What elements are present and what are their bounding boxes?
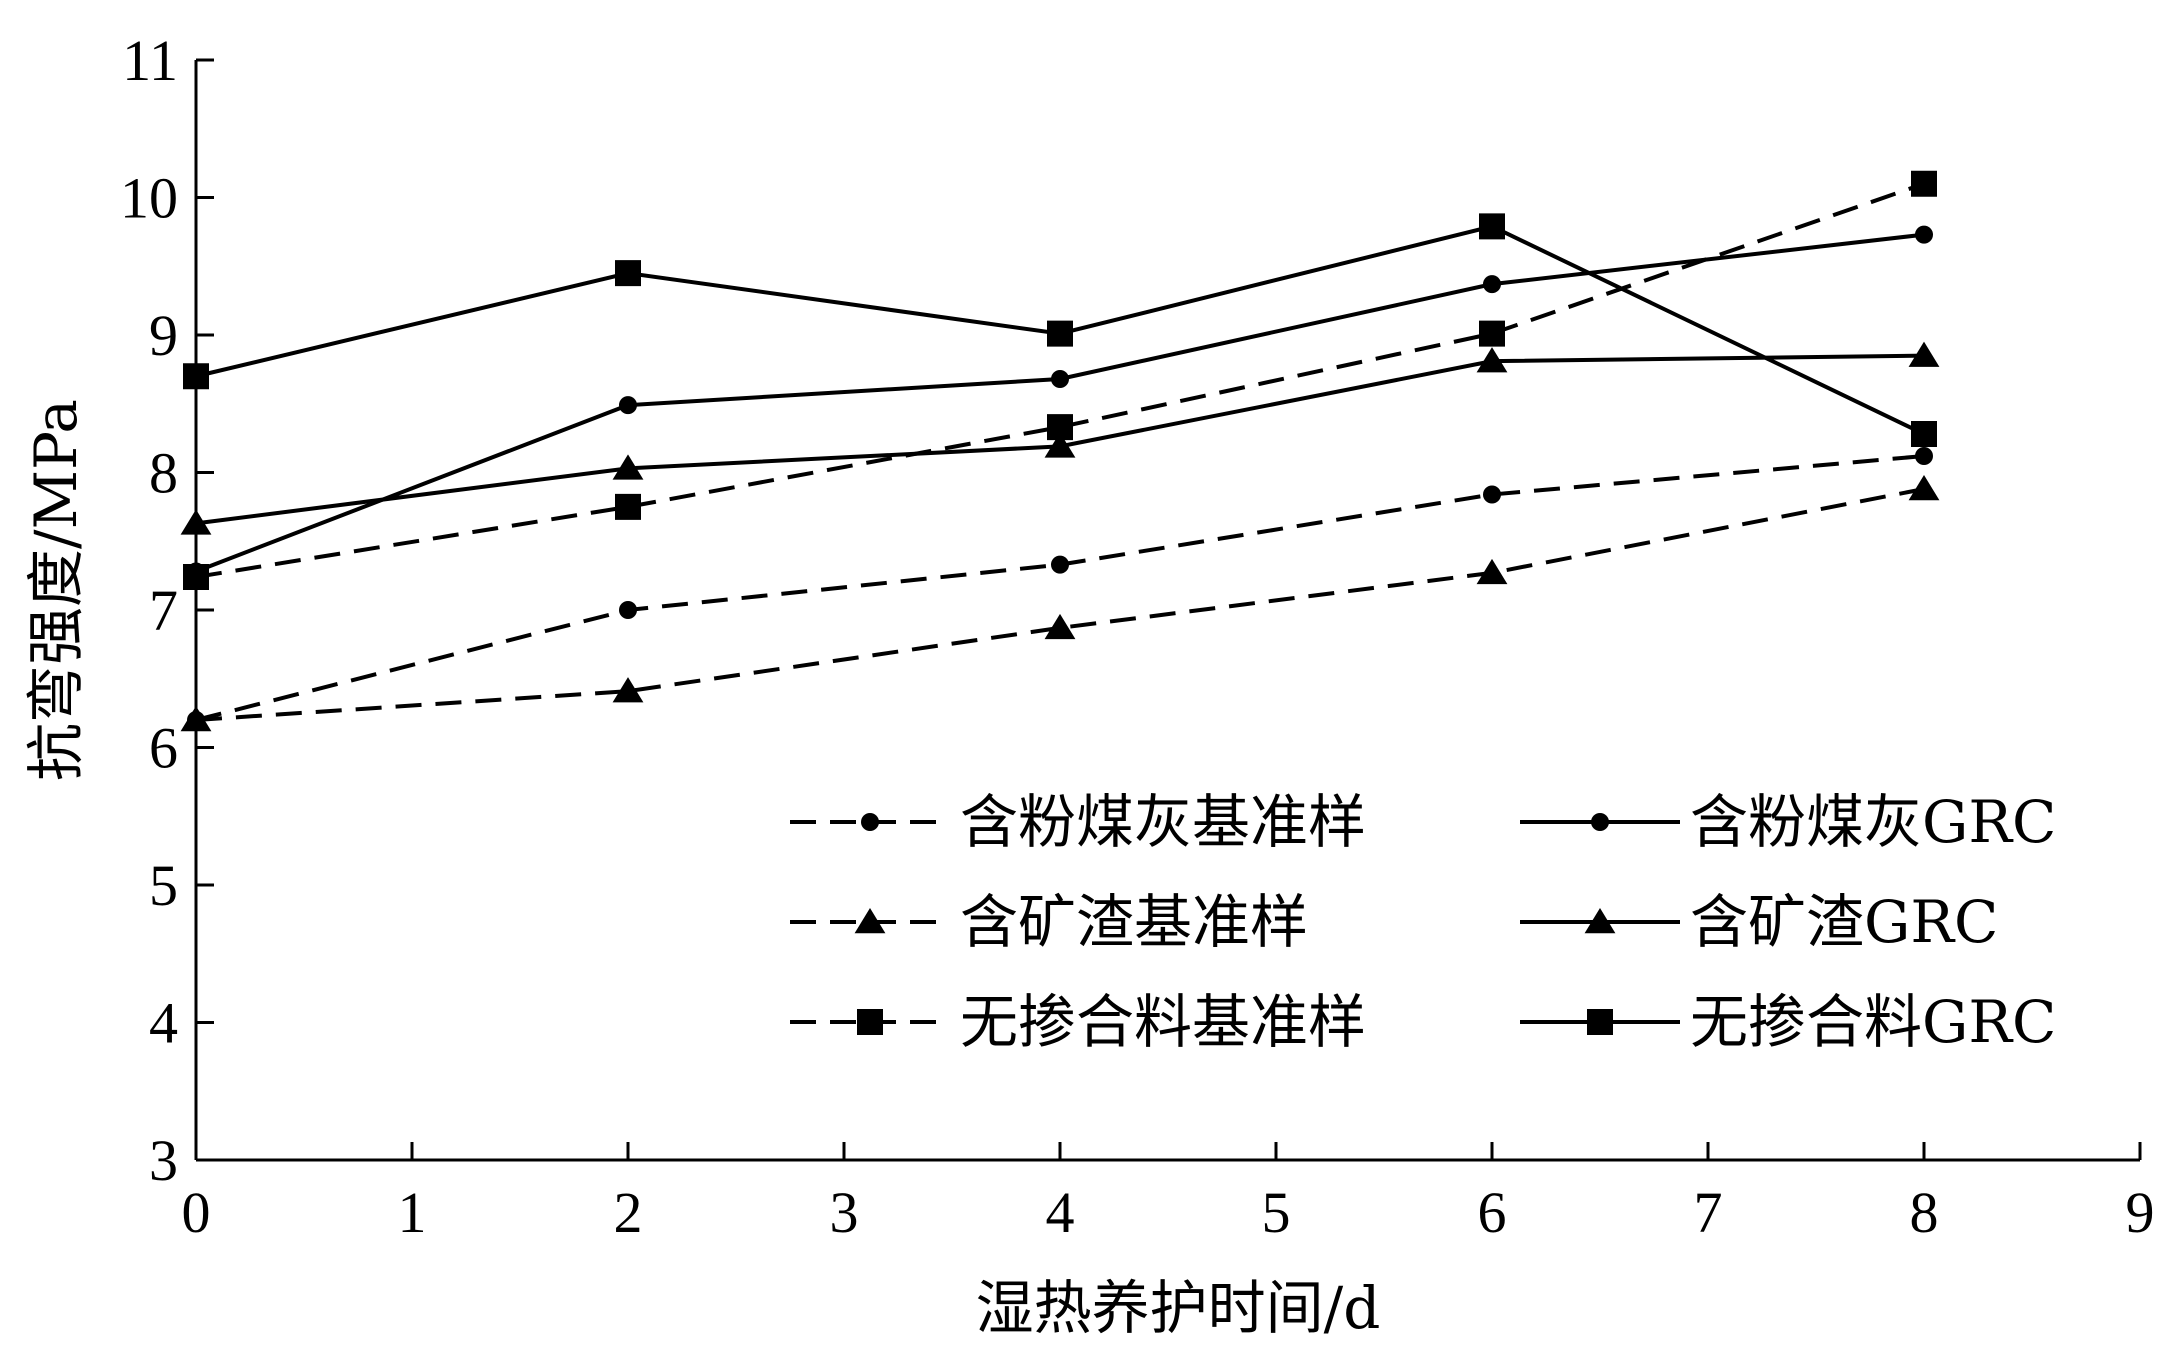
data-point	[619, 601, 637, 619]
y-tick-label: 9	[149, 303, 178, 368]
data-point	[1911, 170, 1937, 197]
x-tick-label: 2	[614, 1180, 643, 1245]
data-point	[619, 396, 637, 415]
data-point	[1483, 485, 1501, 504]
y-tick-label: 6	[149, 716, 178, 781]
y-tick-label: 7	[149, 578, 178, 643]
x-tick-label: 1	[398, 1180, 427, 1245]
data-point	[1476, 347, 1508, 373]
y-tick-label: 10	[120, 166, 178, 231]
data-point	[1908, 475, 1940, 501]
legend-label: 无掺合料基准样	[960, 988, 1366, 1056]
y-tick-label: 8	[149, 441, 178, 506]
legend-label: 含矿渣GRC	[1690, 888, 1998, 956]
legend-marker	[857, 1009, 883, 1035]
legend-marker	[1584, 908, 1616, 934]
series-line	[195, 487, 1925, 722]
data-point	[183, 363, 209, 390]
x-tick-label: 8	[1910, 1180, 1939, 1245]
x-tick-label: 3	[830, 1180, 859, 1245]
y-axis-title: 抗弯强度/MPa	[22, 399, 90, 781]
legend-entry: 含矿渣基准样	[790, 888, 1308, 956]
series-5	[183, 170, 1937, 590]
x-tick-label: 0	[182, 1180, 211, 1245]
series-3	[180, 475, 1940, 732]
data-point	[1483, 275, 1501, 294]
data-point	[183, 564, 209, 590]
legend-entry: 无掺合料GRC	[1520, 988, 2056, 1056]
data-point	[180, 706, 212, 732]
x-tick-label: 9	[2126, 1180, 2155, 1245]
legend-marker	[854, 908, 886, 934]
legend: 含粉煤灰基准样 含粉煤灰GRC 含矿渣基准样 含矿渣GRC 无掺合料基准样 无掺合料GRC	[790, 788, 2056, 1056]
legend-label: 无掺合料GRC	[1690, 988, 2056, 1056]
data-point	[1047, 320, 1073, 347]
data-point	[1479, 320, 1505, 347]
x-tick-label: 7	[1694, 1180, 1723, 1245]
series-layer	[180, 170, 1940, 732]
legend-label: 含矿渣基准样	[960, 888, 1308, 956]
series-6	[183, 213, 1937, 447]
series-4	[180, 341, 1940, 535]
y-tick-label: 4	[149, 991, 178, 1056]
data-point	[612, 454, 644, 480]
data-point	[1044, 613, 1076, 640]
legend-entry: 含粉煤灰基准样	[790, 788, 1366, 856]
legend-label: 含粉煤灰基准样	[960, 788, 1366, 856]
series-line	[195, 181, 1925, 579]
data-point	[1908, 341, 1940, 367]
y-tick-label: 5	[149, 853, 178, 918]
y-tick-label: 3	[149, 1128, 178, 1193]
legend-entry: 含矿渣GRC	[1520, 888, 1998, 956]
legend-entry: 无掺合料基准样	[790, 988, 1366, 1056]
legend-marker	[1591, 813, 1609, 831]
data-point	[1476, 558, 1508, 585]
data-point	[1051, 555, 1069, 574]
data-point	[615, 260, 641, 287]
data-point	[1051, 370, 1069, 388]
series-line	[195, 454, 1925, 722]
series-2	[187, 225, 1933, 581]
data-point	[1479, 213, 1505, 240]
data-point	[180, 509, 212, 535]
legend-marker	[1587, 1009, 1613, 1035]
x-tick-label: 4	[1046, 1180, 1075, 1245]
x-tick-label: 5	[1262, 1180, 1291, 1245]
data-point	[615, 493, 641, 520]
legend-entry: 含粉煤灰GRC	[1520, 788, 2056, 856]
y-tick-label: 11	[122, 28, 178, 93]
data-point	[1915, 447, 1933, 465]
x-tick-label: 6	[1478, 1180, 1507, 1245]
legend-label: 含粉煤灰GRC	[1690, 788, 2056, 856]
data-point	[1911, 421, 1937, 447]
series-line	[195, 232, 1925, 574]
axes: 0 1 2 3 4 5 6 7 8 9 3 4 5 6 7 8 9 10 11	[120, 28, 2155, 1245]
data-point	[1044, 432, 1076, 458]
data-point	[612, 677, 644, 703]
x-axis-title: 湿热养护时间/d	[976, 1274, 1381, 1342]
legend-marker	[861, 813, 879, 831]
data-point	[1915, 225, 1933, 244]
data-point	[1047, 414, 1073, 441]
